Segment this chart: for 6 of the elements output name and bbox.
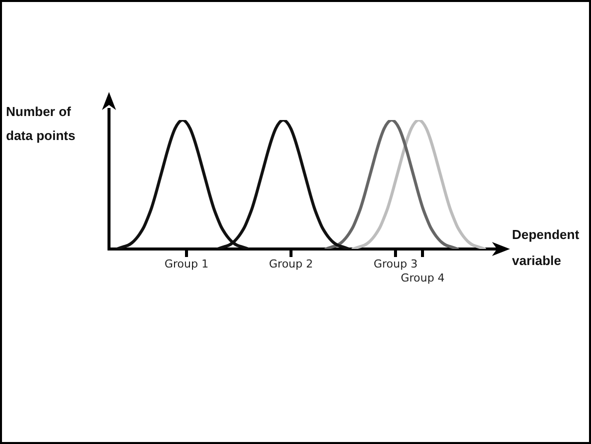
x-tick-label: Group 3 xyxy=(374,257,418,270)
x-tick-label: Group 2 xyxy=(269,257,313,270)
x-axis-title: Dependent variable xyxy=(512,226,580,270)
x-tick-label: Group 4 xyxy=(400,271,445,284)
y-axis-title: Number of data points xyxy=(6,103,76,145)
x-tick-label: Group 1 xyxy=(164,257,208,270)
